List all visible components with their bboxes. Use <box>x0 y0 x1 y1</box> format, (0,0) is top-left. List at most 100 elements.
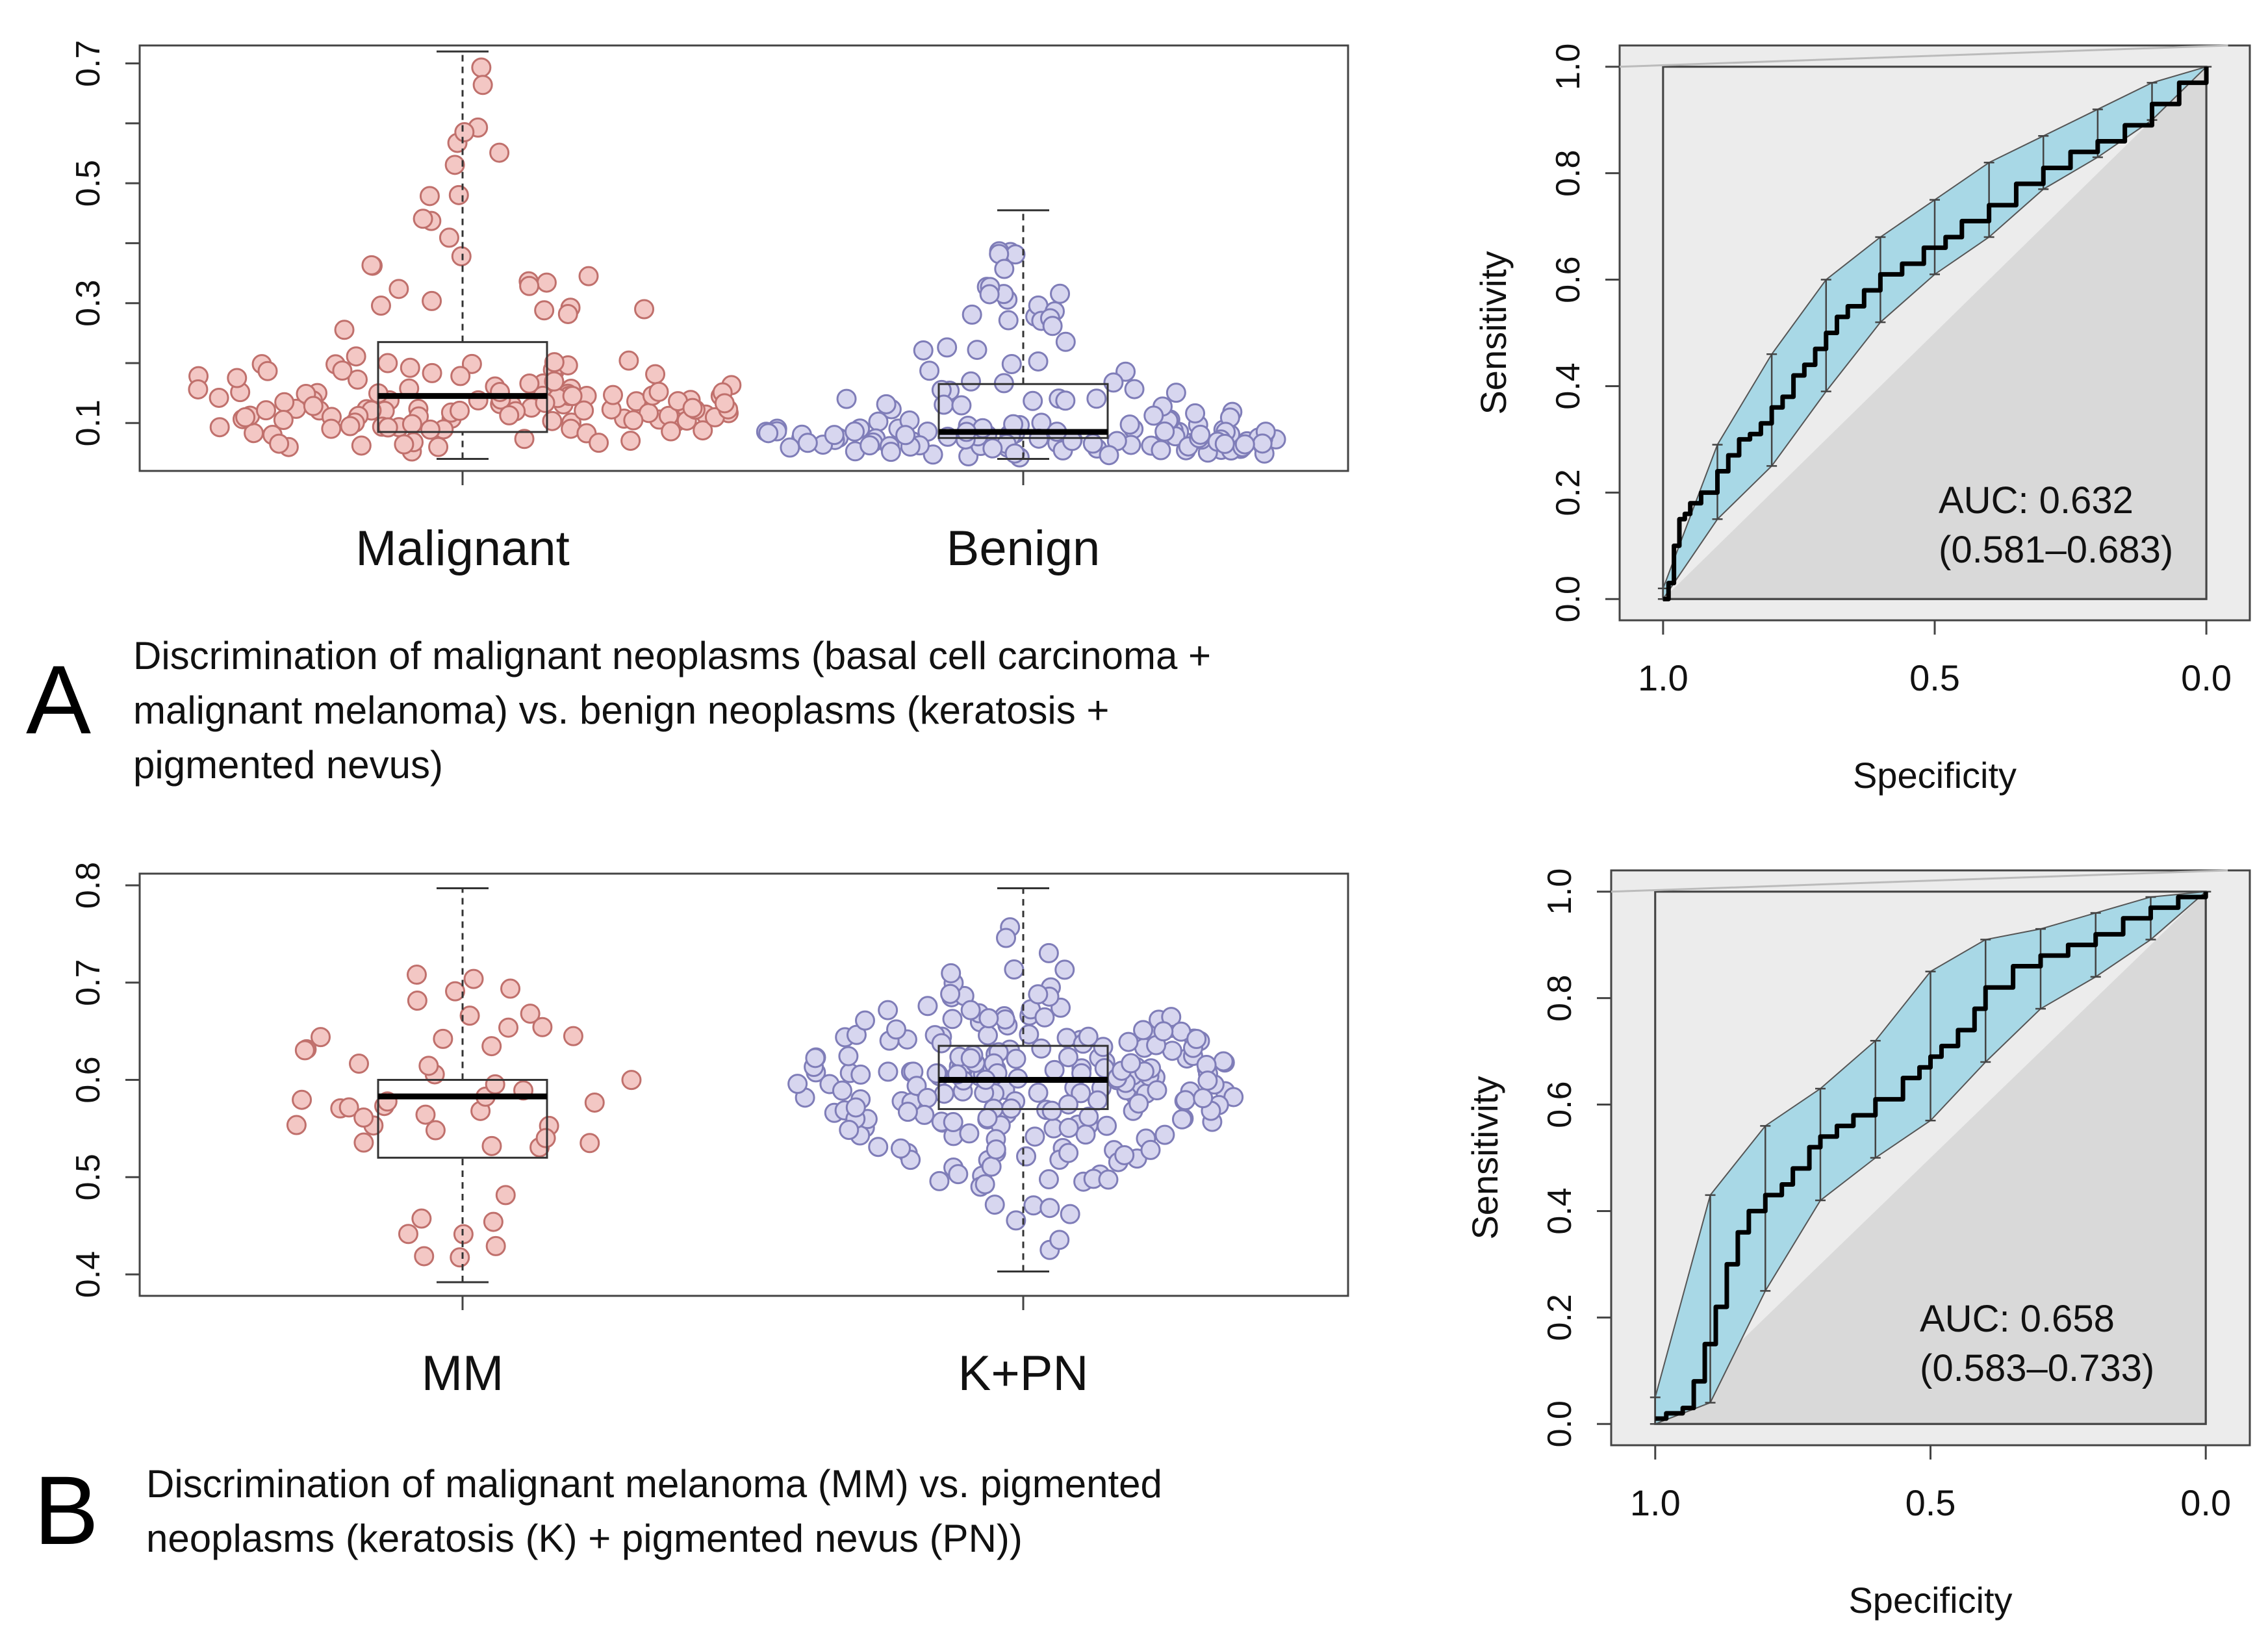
data-point <box>942 1009 963 1030</box>
data-point <box>914 1104 935 1125</box>
data-point <box>389 279 409 299</box>
data-point <box>519 275 540 296</box>
data-point <box>1154 1124 1175 1145</box>
box-iqr <box>937 383 1109 439</box>
x-tick-label: MM <box>422 1346 504 1401</box>
y-tick-label: 0.0 <box>1541 1400 1579 1447</box>
data-point <box>1175 1090 1196 1111</box>
data-point <box>227 368 248 388</box>
data-point <box>1098 1169 1119 1190</box>
data-point <box>934 394 954 415</box>
data-point <box>714 393 735 414</box>
box-iqr <box>377 1079 548 1159</box>
data-point <box>286 1115 307 1135</box>
data-point <box>1151 440 1171 461</box>
data-point <box>1252 433 1273 454</box>
y-tick-label: 0.3 <box>70 280 107 327</box>
data-point <box>1124 379 1145 399</box>
data-point <box>471 57 492 78</box>
data-point <box>1119 414 1140 435</box>
roc-curve-b: 0.0 0.2 0.4 0.6 0.8 1.0 1.0 0.5 0.0 Specificity Se… <box>1464 868 2251 1621</box>
x-axis-label: Specificity <box>1848 1580 2012 1621</box>
data-point <box>370 296 391 316</box>
y-tick-label: 0.4 <box>1549 362 1587 409</box>
data-point <box>351 435 372 456</box>
y-tick-label: 0.7 <box>70 40 107 87</box>
data-point <box>273 410 294 431</box>
box-iqr <box>377 341 548 433</box>
y-tick-label: 0.8 <box>1541 975 1579 1022</box>
data-point <box>917 996 938 1017</box>
data-point <box>1154 421 1175 442</box>
data-point <box>1133 1020 1154 1041</box>
data-point <box>1034 1007 1055 1028</box>
data-point <box>451 246 472 267</box>
data-point <box>398 1224 418 1245</box>
y-tick-label: 0.5 <box>70 1154 107 1200</box>
data-point <box>836 388 857 409</box>
caption-a-line-3: pigmented nevus) <box>133 743 443 787</box>
data-point <box>995 1009 1015 1030</box>
data-point <box>1041 1100 1062 1121</box>
data-point <box>878 1061 898 1082</box>
data-point <box>377 417 398 438</box>
caption-b: Discrimination of malignant melanoma (MM… <box>146 1457 1162 1566</box>
roc-curve <box>1655 891 2208 1421</box>
data-point <box>415 1104 436 1125</box>
data-point <box>461 353 482 374</box>
caption-a: Discrimination of malignant neoplasms (b… <box>133 629 1211 792</box>
x-tick-label: K+PN <box>958 1346 1089 1401</box>
data-point <box>1097 1115 1117 1136</box>
data-point <box>860 435 880 456</box>
data-point <box>340 416 361 436</box>
data-point <box>1214 433 1235 454</box>
data-point <box>589 433 609 453</box>
data-point <box>1055 390 1076 411</box>
data-point <box>1071 1083 1091 1104</box>
data-point <box>1006 1210 1026 1231</box>
data-point <box>514 429 535 449</box>
data-point <box>994 259 1015 279</box>
data-point <box>780 437 800 458</box>
data-point <box>584 1092 605 1113</box>
data-point <box>448 184 469 205</box>
data-point <box>845 1097 866 1118</box>
data-point <box>209 387 229 408</box>
y-tick-label: 0.6 <box>70 1056 107 1103</box>
data-point <box>1190 424 1211 445</box>
data-point <box>498 1017 519 1038</box>
data-point <box>1023 390 1043 411</box>
data-point <box>1078 1026 1099 1047</box>
panel-letter-b: B <box>34 1456 99 1565</box>
data-point <box>536 272 557 293</box>
data-point <box>1039 1198 1060 1219</box>
data-point <box>941 963 962 983</box>
data-point <box>878 1000 898 1020</box>
data-point <box>876 394 897 414</box>
caption-a-line-1: Discrimination of malignant neoplasms (b… <box>133 634 1212 677</box>
y-tick-label: 0.5 <box>70 160 107 207</box>
data-point <box>1028 984 1049 1005</box>
data-point <box>890 1138 911 1159</box>
y-tick-label: 0.7 <box>70 959 107 1006</box>
plot-frame <box>138 44 1349 472</box>
data-point <box>1031 1038 1052 1059</box>
data-point <box>1058 1094 1078 1115</box>
data-point <box>1019 1024 1039 1044</box>
data-point <box>1038 1169 1059 1190</box>
data-point <box>401 414 422 435</box>
x-tick-label: 0.5 <box>1905 1482 1956 1523</box>
data-point <box>797 433 818 453</box>
y-tick-label: 0.6 <box>1541 1081 1579 1128</box>
data-point <box>620 431 641 451</box>
data-point <box>917 1087 937 1108</box>
x-tick-label: 0.5 <box>1909 657 1960 698</box>
y-tick-label: 0.2 <box>1541 1294 1579 1341</box>
data-point <box>347 369 368 390</box>
data-point <box>940 983 961 1004</box>
data-point <box>542 411 563 431</box>
data-point <box>394 434 414 455</box>
data-point <box>960 1048 981 1069</box>
data-point <box>618 350 639 371</box>
